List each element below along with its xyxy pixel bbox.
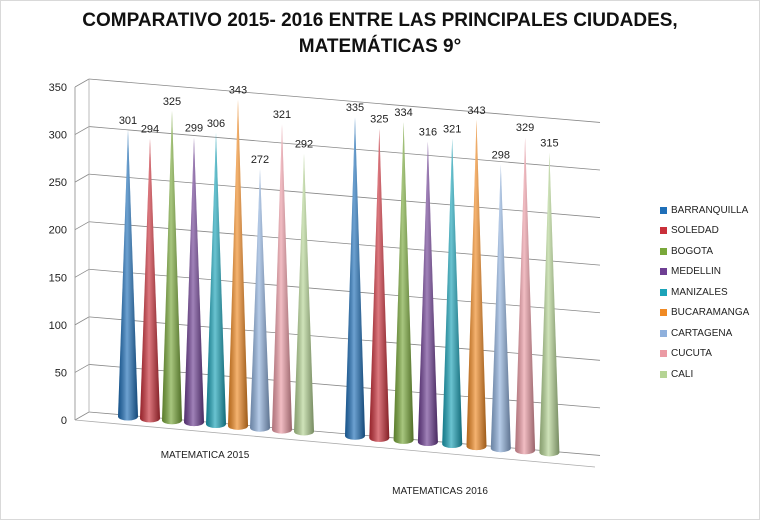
legend-label: CALI	[671, 368, 694, 380]
y-tick-label: 50	[55, 367, 67, 379]
floor-edge	[74, 419, 596, 468]
cone-shading	[515, 137, 536, 455]
cone-shading	[118, 130, 138, 421]
legend-label: BARRANQUILLA	[671, 204, 749, 216]
data-label: 334	[394, 107, 412, 119]
legend-label: CUCUTA	[671, 348, 712, 360]
y-tick-label: 100	[49, 320, 67, 332]
gridline	[88, 78, 601, 123]
legend-swatch	[660, 309, 667, 317]
legend-swatch	[660, 329, 667, 337]
x-category-label: MATEMATICA 2015	[161, 450, 250, 461]
cone-shading	[140, 138, 160, 423]
data-label: 306	[207, 118, 225, 130]
legend-label: CARTAGENA	[671, 327, 733, 339]
legend-swatch	[660, 370, 667, 378]
data-label: 301	[119, 115, 137, 127]
y-tick-label: 0	[61, 415, 67, 427]
data-label: 294	[141, 124, 159, 136]
data-label: 315	[540, 138, 558, 150]
data-label: 272	[251, 154, 269, 166]
legend-swatch	[660, 227, 667, 235]
gridline-depth	[74, 268, 90, 278]
data-label: 321	[273, 109, 291, 121]
data-label: 325	[370, 114, 388, 126]
gridline-depth	[74, 364, 90, 373]
cone-shading	[206, 132, 226, 428]
legend-label: MEDELLIN	[671, 266, 722, 278]
x-category-label: MATEMATICAS 2016	[392, 486, 488, 497]
cone-shading	[490, 164, 511, 453]
y-tick-label: 250	[49, 177, 67, 189]
cone-shading	[294, 153, 314, 436]
cone-shading	[228, 99, 249, 430]
legend-swatch	[660, 288, 667, 296]
legend-item: BUCARAMANGA	[660, 303, 749, 324]
y-tick-label: 300	[49, 130, 67, 142]
gridline-depth	[74, 173, 90, 183]
legend-item: CUCUTA	[660, 344, 749, 365]
cone-shading	[466, 119, 487, 451]
legend-swatch	[660, 247, 667, 255]
title-line-1: COMPARATIVO 2015- 2016 ENTRE LAS PRINCIP…	[82, 10, 678, 31]
cone-shading	[393, 122, 414, 444]
data-label: 299	[185, 123, 203, 135]
gridline	[88, 126, 601, 171]
title-line-2: MATEMÁTICAS 9°	[298, 36, 462, 57]
data-label: 321	[443, 124, 461, 136]
chart-title: COMPARATIVO 2015- 2016 ENTRE LAS PRINCIP…	[0, 8, 760, 60]
legend-label: BOGOTA	[671, 245, 714, 257]
gridline-depth	[74, 78, 90, 88]
gridline-depth	[74, 221, 90, 231]
cone-shading	[272, 124, 292, 434]
legend: BARRANQUILLA SOLEDAD BOGOTA MEDELLIN MANIZAL…	[660, 200, 749, 385]
legend-item: MANIZALES	[660, 282, 749, 303]
data-label: 343	[467, 105, 485, 117]
legend-item: BARRANQUILLA	[660, 200, 749, 221]
y-tick-label: 350	[49, 82, 67, 94]
legend-swatch	[660, 350, 667, 358]
gridline-depth	[74, 316, 90, 326]
data-label: 335	[346, 102, 364, 114]
legend-item: MEDELLIN	[660, 262, 749, 283]
legend-label: BUCARAMANGA	[671, 307, 750, 319]
cone-shading	[250, 168, 270, 432]
legend-item: CALI	[660, 364, 749, 385]
legend-label: MANIZALES	[671, 286, 728, 298]
cone-shading	[184, 137, 204, 427]
legend-item: SOLEDAD	[660, 221, 749, 242]
gridline-depth	[74, 411, 90, 421]
legend-swatch	[660, 206, 667, 214]
data-label: 316	[419, 126, 437, 138]
y-tick-label: 200	[49, 225, 67, 237]
data-label: 329	[516, 122, 534, 134]
cone-shading	[162, 111, 182, 425]
cone-shading	[417, 141, 438, 446]
legend-item: CARTAGENA	[660, 323, 749, 344]
y-tick-label: 150	[49, 272, 67, 284]
legend-label: SOLEDAD	[671, 225, 719, 237]
gridline-depth	[74, 126, 90, 135]
legend-swatch	[660, 268, 667, 276]
data-label: 298	[492, 150, 510, 162]
cone-shading	[369, 128, 390, 442]
data-label: 292	[295, 139, 313, 151]
data-label: 325	[163, 96, 181, 108]
cone-shading	[539, 152, 560, 457]
cone-shading	[442, 138, 463, 449]
data-label: 343	[229, 85, 247, 97]
cone-shading	[345, 117, 365, 440]
legend-item: BOGOTA	[660, 241, 749, 262]
